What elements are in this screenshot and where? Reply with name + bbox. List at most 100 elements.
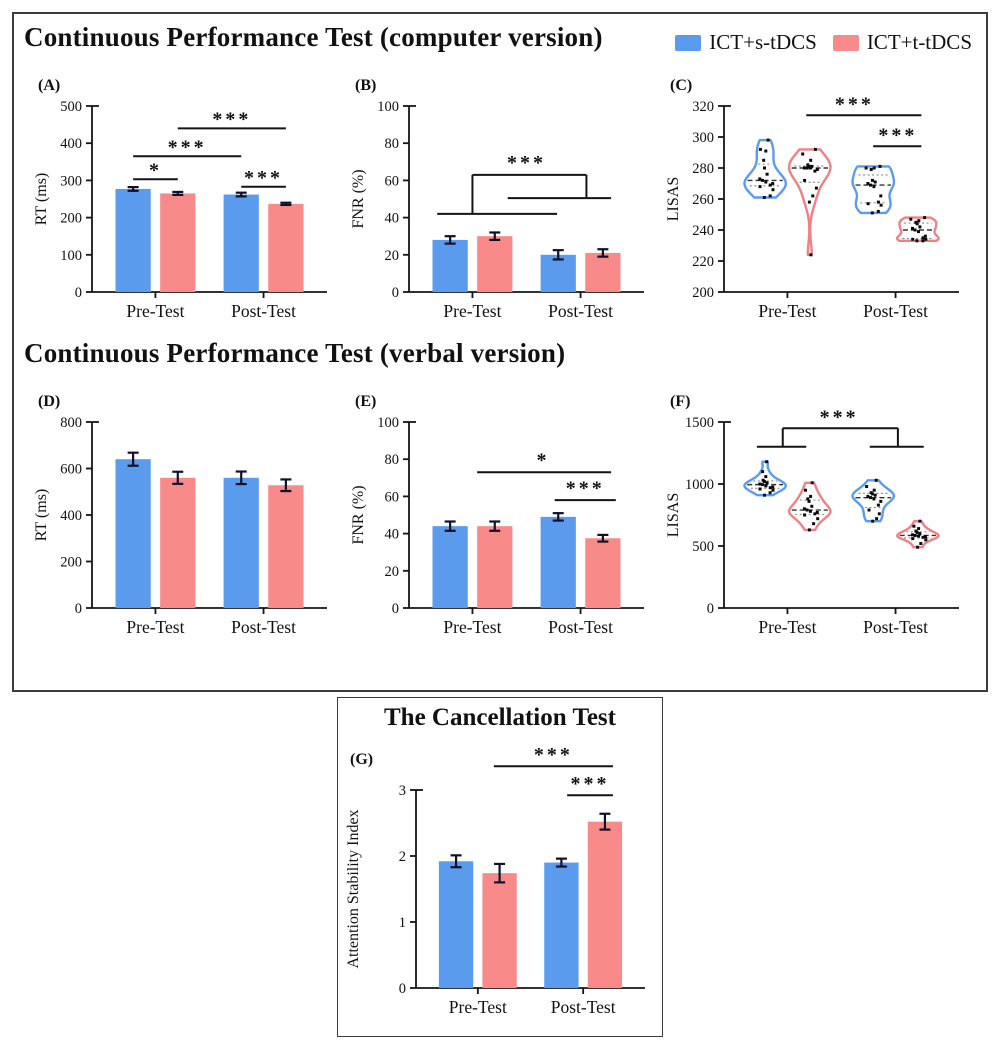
- svg-text:0: 0: [707, 601, 714, 617]
- panel-g-attention-stability-bar-chart: (G) 0 1 2 3 Pre-Test Post-Test Attention Stabil…: [342, 744, 657, 1041]
- svg-text:LISAS: LISAS: [665, 493, 682, 537]
- svg-text:Post-Test: Post-Test: [548, 301, 613, 321]
- panel-d-rt-bar-chart: (D) 0 200 400 600 800 Pre-Test Post-Test RT (ms): [30, 386, 335, 659]
- svg-text:***: ***: [820, 406, 859, 428]
- svg-text:(C): (C): [670, 77, 692, 94]
- svg-text:400: 400: [60, 508, 82, 524]
- svg-text:3: 3: [399, 783, 406, 799]
- svg-text:0: 0: [399, 981, 406, 997]
- svg-text:300: 300: [60, 173, 82, 189]
- svg-text:40: 40: [385, 211, 400, 227]
- svg-text:***: ***: [507, 152, 546, 174]
- svg-text:1: 1: [399, 915, 406, 931]
- svg-text:1000: 1000: [685, 477, 714, 493]
- svg-text:400: 400: [60, 136, 82, 152]
- section-title-verbal-version: Continuous Performance Test (verbal vers…: [24, 338, 566, 368]
- svg-text:***: ***: [571, 773, 610, 795]
- svg-text:200: 200: [692, 285, 714, 301]
- chart-svg-b: (B) 0 20 40 60 80 100 Pre-Test Post-Test FNR (%) *…: [350, 77, 644, 321]
- svg-text:200: 200: [60, 211, 82, 227]
- panel-e-fnr-bar-chart: (E) 0 20 40 60 80 100 Pre-Test Post-Test FNR (%) *…: [347, 386, 652, 659]
- svg-text:2: 2: [399, 849, 406, 865]
- svg-text:RT (ms): RT (ms): [33, 173, 50, 226]
- chart-svg-c: (C) 200 220 240 260 280 300 320 Pre-Test Post-Tes…: [665, 77, 959, 321]
- section-title-cancellation-test: The Cancellation Test: [384, 704, 616, 731]
- svg-text:Post-Test: Post-Test: [551, 997, 616, 1017]
- chart-svg-f: (F) 0 500 1000 1500 Pre-Test Post-Test LISAS ***: [665, 393, 959, 637]
- svg-text:(B): (B): [355, 77, 376, 94]
- svg-text:(F): (F): [670, 393, 690, 410]
- svg-text:500: 500: [60, 99, 82, 115]
- svg-text:100: 100: [377, 99, 399, 115]
- svg-text:600: 600: [60, 462, 82, 478]
- svg-text:(A): (A): [38, 77, 60, 94]
- chart-svg-a: (A) 0 100 200 300 400 500 Pre-Test Post-Test RT (…: [33, 77, 327, 321]
- svg-text:220: 220: [692, 254, 714, 270]
- svg-text:40: 40: [385, 527, 400, 543]
- svg-text:(D): (D): [38, 393, 60, 410]
- legend-item-t-tdcs: ICT+t-tDCS: [832, 30, 972, 55]
- svg-text:Pre-Test: Pre-Test: [126, 301, 184, 321]
- legend-item-s-tdcs: ICT+s-tDCS: [675, 30, 817, 55]
- svg-text:80: 80: [385, 136, 400, 152]
- panel-c-lisas-violin-chart: (C) 200 220 240 260 280 300 320 Pre-Test Post-Tes…: [662, 70, 967, 343]
- svg-text:FNR (%): FNR (%): [350, 485, 367, 544]
- svg-text:RT (ms): RT (ms): [33, 489, 50, 542]
- svg-text:100: 100: [377, 415, 399, 431]
- svg-text:FNR (%): FNR (%): [350, 169, 367, 228]
- svg-text:0: 0: [75, 285, 82, 301]
- svg-text:Post-Test: Post-Test: [863, 301, 928, 321]
- svg-text:Pre-Test: Pre-Test: [126, 617, 184, 637]
- chart-svg-g: (G) 0 1 2 3 Pre-Test Post-Test Attention Stabil…: [345, 744, 645, 1017]
- svg-text:0: 0: [392, 601, 399, 617]
- svg-text:Attention Stability Index: Attention Stability Index: [345, 809, 362, 968]
- legend-swatch-blue: [675, 34, 702, 51]
- svg-text:***: ***: [566, 478, 605, 500]
- legend-swatch-pink: [832, 34, 859, 51]
- svg-text:(G): (G): [350, 751, 373, 768]
- svg-text:240: 240: [692, 223, 714, 239]
- svg-text:Pre-Test: Pre-Test: [758, 617, 816, 637]
- panel-a-rt-bar-chart: (A) 0 100 200 300 400 500 Pre-Test Post-Test RT (…: [30, 70, 335, 343]
- chart-svg-e: (E) 0 20 40 60 80 100 Pre-Test Post-Test FNR (%) *…: [350, 393, 644, 637]
- svg-text:LISAS: LISAS: [665, 177, 682, 221]
- svg-text:*: *: [149, 160, 162, 182]
- svg-text:500: 500: [692, 539, 714, 555]
- svg-text:(E): (E): [355, 393, 376, 410]
- svg-text:320: 320: [692, 99, 714, 115]
- svg-text:260: 260: [692, 192, 714, 208]
- svg-text:1500: 1500: [685, 415, 714, 431]
- chart-svg-d: (D) 0 200 400 600 800 Pre-Test Post-Test RT (ms): [33, 393, 327, 637]
- svg-text:20: 20: [385, 564, 400, 580]
- svg-text:***: ***: [534, 744, 573, 766]
- svg-text:***: ***: [835, 94, 874, 116]
- svg-text:0: 0: [392, 285, 399, 301]
- figure-legend: ICT+s-tDCS ICT+t-tDCS: [675, 30, 972, 55]
- panel-f-lisas-violin-chart: (F) 0 500 1000 1500 Pre-Test Post-Test LISAS ***: [662, 386, 967, 659]
- svg-text:***: ***: [244, 167, 283, 189]
- svg-text:Post-Test: Post-Test: [863, 617, 928, 637]
- svg-text:800: 800: [60, 415, 82, 431]
- svg-text:***: ***: [212, 109, 251, 131]
- svg-text:Pre-Test: Pre-Test: [449, 997, 507, 1017]
- section-title-computer-version: Continuous Performance Test (computer ve…: [24, 22, 603, 52]
- svg-text:60: 60: [385, 173, 400, 189]
- figure-main-box: Continuous Performance Test (computer ve…: [12, 12, 988, 692]
- svg-text:Post-Test: Post-Test: [231, 301, 296, 321]
- svg-text:80: 80: [385, 452, 400, 468]
- panel-b-fnr-bar-chart: (B) 0 20 40 60 80 100 Pre-Test Post-Test FNR (%) *…: [347, 70, 652, 343]
- svg-text:Pre-Test: Pre-Test: [758, 301, 816, 321]
- cancellation-test-box: The Cancellation Test (G) 0 1 2 3 Pre-Test Pos…: [337, 697, 663, 1037]
- svg-text:20: 20: [385, 248, 400, 264]
- svg-text:100: 100: [60, 248, 82, 264]
- svg-text:Pre-Test: Pre-Test: [443, 301, 501, 321]
- svg-text:***: ***: [168, 137, 207, 159]
- svg-text:200: 200: [60, 555, 82, 571]
- legend-label-t-tdcs: ICT+t-tDCS: [866, 30, 972, 54]
- svg-text:0: 0: [75, 601, 82, 617]
- svg-text:300: 300: [692, 130, 714, 146]
- svg-text:Pre-Test: Pre-Test: [443, 617, 501, 637]
- svg-text:280: 280: [692, 161, 714, 177]
- svg-text:*: *: [536, 450, 549, 472]
- svg-text:Post-Test: Post-Test: [231, 617, 296, 637]
